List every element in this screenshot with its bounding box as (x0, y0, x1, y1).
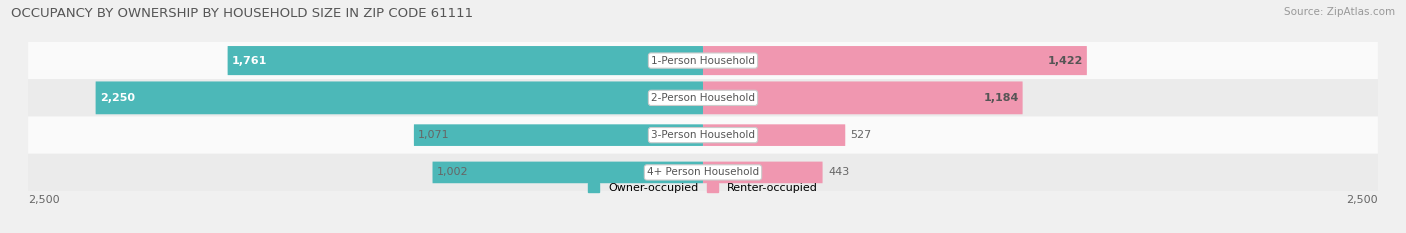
Text: Source: ZipAtlas.com: Source: ZipAtlas.com (1284, 7, 1395, 17)
FancyBboxPatch shape (28, 42, 1378, 79)
Text: OCCUPANCY BY OWNERSHIP BY HOUSEHOLD SIZE IN ZIP CODE 61111: OCCUPANCY BY OWNERSHIP BY HOUSEHOLD SIZE… (11, 7, 474, 20)
FancyBboxPatch shape (703, 124, 845, 146)
Text: 2-Person Household: 2-Person Household (651, 93, 755, 103)
FancyBboxPatch shape (228, 46, 703, 75)
Text: 2,500: 2,500 (1347, 195, 1378, 205)
Text: 4+ Person Household: 4+ Person Household (647, 168, 759, 177)
FancyBboxPatch shape (433, 162, 703, 183)
Legend: Owner-occupied, Renter-occupied: Owner-occupied, Renter-occupied (583, 178, 823, 197)
Text: 1,761: 1,761 (232, 56, 267, 65)
FancyBboxPatch shape (28, 116, 1378, 154)
Text: 1,422: 1,422 (1047, 56, 1083, 65)
FancyBboxPatch shape (703, 46, 1087, 75)
Text: 1-Person Household: 1-Person Household (651, 56, 755, 65)
Text: 2,250: 2,250 (100, 93, 135, 103)
Text: 527: 527 (851, 130, 872, 140)
FancyBboxPatch shape (96, 82, 703, 114)
Text: 1,184: 1,184 (983, 93, 1018, 103)
Text: 1,002: 1,002 (436, 168, 468, 177)
FancyBboxPatch shape (28, 154, 1378, 191)
Text: 2,500: 2,500 (28, 195, 59, 205)
FancyBboxPatch shape (28, 79, 1378, 116)
Text: 443: 443 (828, 168, 849, 177)
FancyBboxPatch shape (703, 82, 1022, 114)
FancyBboxPatch shape (703, 162, 823, 183)
Text: 1,071: 1,071 (418, 130, 450, 140)
FancyBboxPatch shape (413, 124, 703, 146)
Text: 3-Person Household: 3-Person Household (651, 130, 755, 140)
